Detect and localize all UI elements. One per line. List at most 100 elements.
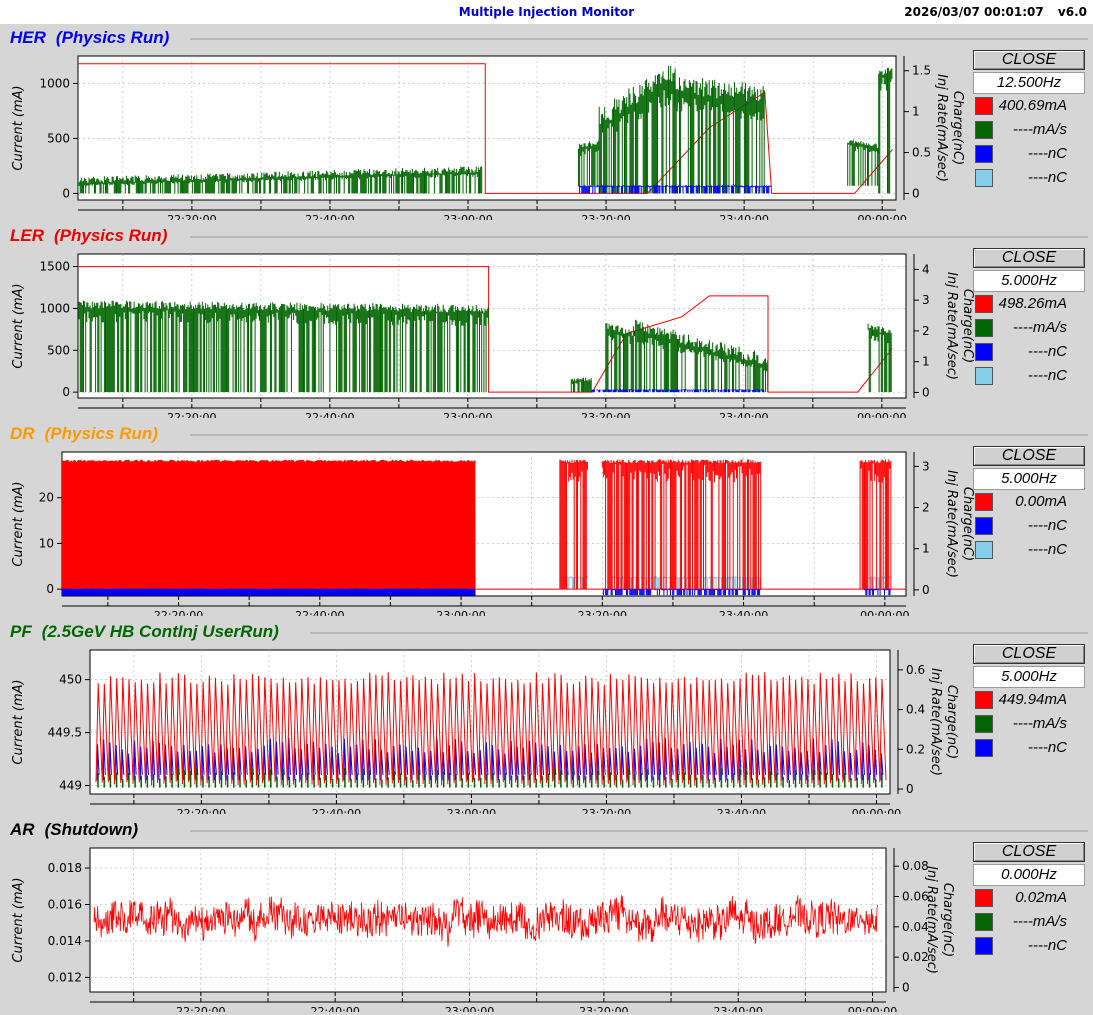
series-current-segment: [601, 459, 762, 590]
series-spikes: [859, 459, 892, 590]
x-tick-label: 23:20:00: [581, 213, 630, 220]
y-tick-label: 500: [47, 131, 70, 145]
panel-title-ar: AR (Shutdown): [10, 820, 148, 840]
chart-dr: 22:20:00 22:40:00 23:00:00 23:20:00 23:40:00…: [11, 434, 1088, 616]
ring-mode: (2.5GeV HB ContInj UserRun): [41, 622, 279, 641]
legend-swatch: [975, 493, 993, 511]
close-button[interactable]: CLOSE: [973, 50, 1085, 70]
x-tick-label: 23:00:00: [436, 609, 485, 616]
series-injrate-segment: [78, 300, 489, 393]
legend-swatch: [975, 739, 993, 757]
series-layer: [78, 63, 893, 194]
y2-tick-label: 0: [906, 782, 914, 796]
close-button[interactable]: CLOSE: [973, 248, 1085, 268]
x-tick-label: 23:00:00: [447, 807, 496, 814]
series-spikes: [598, 65, 676, 194]
y2-axis-label-injrate: Inj Rate(mA/sec): [944, 470, 959, 578]
y2-axis-label-charge: Charge(nC): [960, 487, 975, 561]
version-label: v6.0: [1057, 5, 1087, 19]
legend-swatch: [975, 169, 993, 187]
x-tick-label: 00:00:00: [857, 213, 906, 220]
legend-value: 498.26mA: [998, 295, 1067, 312]
y-tick-label: 10: [39, 536, 54, 550]
x-tick-label: 23:40:00: [719, 213, 768, 220]
y-tick-label: 0: [46, 582, 54, 596]
series-fill: [62, 459, 476, 590]
header-bar: Multiple Injection Monitor 2026/03/07 00…: [0, 0, 1093, 24]
chart-ar: 22:20:00 22:40:00 23:00:00 23:20:00 23:40:00…: [11, 830, 1088, 1012]
close-button[interactable]: CLOSE: [973, 446, 1085, 466]
x-tick-label: 22:40:00: [305, 411, 354, 418]
series-charge1: [96, 737, 884, 781]
x-tick-label: 22:20:00: [167, 213, 216, 220]
y2-tick-label: 2: [922, 324, 930, 338]
legend-swatch: [975, 715, 993, 733]
series-spikes: [559, 459, 588, 590]
y-tick-label: 0.012: [48, 970, 82, 984]
side-panel-ar: CLOSE 0.000Hz 0.02mA ----mA/s ----nC: [973, 842, 1091, 958]
series-injrate-segment: [847, 139, 879, 186]
y2-axis-label-injrate: Inj Rate(mA/sec): [944, 272, 959, 380]
x-tick-label: 00:00:00: [848, 1005, 897, 1012]
side-panel-pf: CLOSE 5.000Hz 449.94mA ----mA/s ----nC: [973, 644, 1091, 760]
y2-tick-label: 0.5: [912, 146, 931, 160]
y2-tick-label: 3: [922, 293, 930, 307]
legend-item: 449.94mA: [973, 688, 1091, 712]
y2-axis-label-injrate: Inj Rate(mA/sec): [928, 668, 943, 776]
panel-title-pf: PF (2.5GeV HB ContInj UserRun): [10, 622, 289, 642]
series-fill: [62, 588, 476, 596]
side-panel-her: CLOSE 12.500Hz 400.69mA ----mA/s ----nC ----n…: [973, 50, 1091, 190]
legend-value: 449.94mA: [998, 691, 1067, 708]
ring-name: LER: [10, 226, 44, 245]
y-axis-label: Current (mA): [11, 481, 26, 566]
legend-swatch: [975, 343, 993, 361]
y2-tick-label: 1: [912, 105, 920, 119]
close-button[interactable]: CLOSE: [973, 644, 1085, 664]
x-tick-label: 22:20:00: [167, 411, 216, 418]
y-tick-label: 0.018: [48, 861, 82, 875]
series-spikes: [78, 166, 483, 194]
chart-her: 22:20:00 22:40:00 23:00:00 23:20:00 23:40:00…: [11, 38, 1088, 220]
x-tick-label: 23:20:00: [581, 411, 630, 418]
panel-title-ler: LER (Physics Run): [10, 226, 177, 246]
y-tick-label: 449.5: [48, 726, 82, 740]
series-injrate-segment: [598, 65, 676, 194]
x-tick-label: 23:00:00: [445, 1005, 494, 1012]
y2-tick-label: 4: [922, 262, 930, 276]
y-axis-label: Current (mA): [11, 85, 26, 170]
close-button[interactable]: CLOSE: [973, 842, 1085, 862]
series-charge1-segment: [591, 389, 765, 393]
y-tick-label: 1000: [39, 76, 70, 90]
series-spikes: [601, 459, 762, 590]
y-tick-label: 0.016: [48, 898, 82, 912]
legend-swatch: [975, 889, 993, 907]
series-injrate: [97, 767, 883, 788]
y2-axis-label-charge: Charge(nC): [950, 91, 965, 165]
legend-value: ----mA/s: [1012, 913, 1067, 930]
series-spikes: [878, 67, 893, 194]
legend-item: ----nC: [973, 514, 1091, 538]
legend-value: ----nC: [1027, 169, 1067, 186]
series-injrate-segment: [867, 323, 892, 393]
x-tick-label: 22:40:00: [295, 609, 344, 616]
x-tick-label: 23:40:00: [719, 411, 768, 418]
x-tick-label: 23:40:00: [714, 1005, 763, 1012]
series-current: [93, 895, 878, 947]
series-injrate-segment: [632, 319, 769, 393]
x-tick-label: 23:20:00: [582, 807, 631, 814]
y-tick-label: 0: [62, 186, 70, 200]
legend-item: 400.69mA: [973, 94, 1091, 118]
series-injrate-segment: [78, 166, 483, 194]
x-tick-label: 23:20:00: [579, 1005, 628, 1012]
series-spikes: [578, 140, 599, 186]
series-charge1-segment: [578, 185, 772, 194]
legend-swatch: [975, 319, 993, 337]
series-injrate-segment: [578, 140, 599, 186]
legend-item: ----nC: [973, 364, 1091, 388]
series-layer: [62, 459, 906, 596]
y2-tick-label: 0: [912, 186, 920, 200]
legend-value: ----mA/s: [1012, 319, 1067, 336]
chart-ler: 22:20:00 22:40:00 23:00:00 23:20:00 23:40:00…: [11, 236, 1088, 418]
panel-title-her: HER (Physics Run): [10, 28, 179, 48]
y2-tick-label: 0: [902, 980, 910, 994]
